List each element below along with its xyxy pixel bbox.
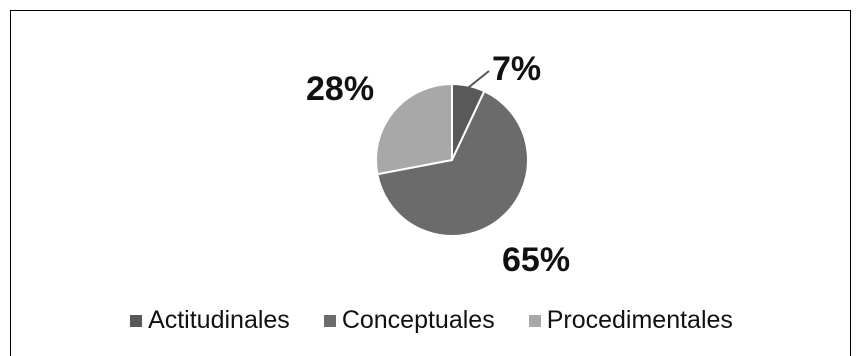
legend-label-conceptuales: Conceptuales: [341, 306, 495, 334]
legend-item-procedimentales: Procedimentales: [528, 306, 733, 335]
legend-swatch-actitudinales: [130, 314, 143, 327]
pie-slice-procedimentales: [375, 82, 453, 176]
legend-label-actitudinales: Actitudinales: [148, 306, 290, 334]
legend: Actitudinales Conceptuales Procedimental…: [0, 306, 863, 335]
legend-item-conceptuales: Conceptuales: [323, 306, 495, 335]
chart-frame: [10, 10, 851, 356]
data-label-actitudinales: 7%: [492, 50, 541, 88]
leader-line-actitudinales: [467, 70, 490, 89]
pie-slices: [375, 82, 529, 237]
legend-item-actitudinales: Actitudinales: [130, 306, 290, 335]
legend-swatch-procedimentales: [528, 314, 541, 327]
pie-slice-conceptuales: [376, 89, 529, 237]
data-label-conceptuales: 65%: [502, 241, 570, 279]
legend-label-procedimentales: Procedimentales: [546, 306, 733, 334]
data-label-procedimentales: 28%: [306, 70, 374, 108]
legend-swatch-conceptuales: [323, 314, 336, 327]
